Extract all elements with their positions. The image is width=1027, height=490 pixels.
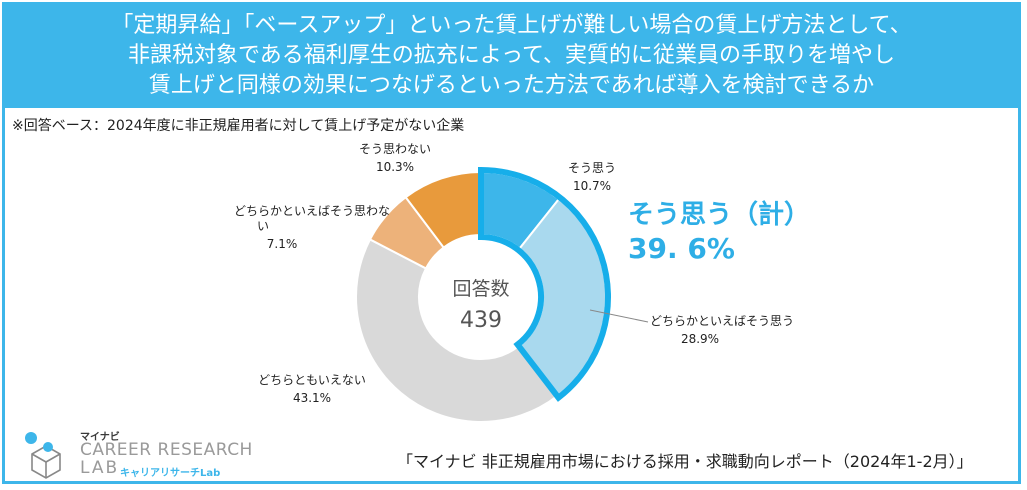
slice-label-4: そう思わない	[359, 142, 431, 156]
summary-value: 39. 6%	[628, 232, 735, 265]
slice-value-0: 10.7%	[573, 179, 611, 193]
career-research-lab-logo: マイナビ CAREER RESEARCH LAB キャリアリサーチLab	[22, 424, 252, 480]
base-note: ※回答ベース：2024年度に非正規雇用者に対して賃上げ予定がない企業	[12, 118, 465, 134]
slice-value-3: 7.1%	[267, 237, 298, 251]
title-line-3: 賃上げと同様の効果につなげるといった方法であれば導入を検討できるか	[148, 73, 875, 98]
title-banner: 「定期昇給」「ベースアップ」といった賃上げが難しい場合の賃上げ方法として、 非課…	[2, 2, 1021, 108]
slice-label-2: どちらともいえない	[258, 373, 366, 387]
slice-leader-1	[589, 309, 649, 323]
source-citation: 「マイナビ 非正規雇用市場における採用・求職動向レポート（2024年1-2月）」	[397, 452, 973, 471]
title-line-1: 「定期昇給」「ベースアップ」といった賃上げが難しい場合の賃上げ方法として、	[111, 13, 912, 38]
slice-label-0: そう思う	[568, 161, 616, 175]
logo-brand-sub: キャリアリサーチLab	[120, 468, 221, 479]
agree-group-outline	[478, 166, 611, 402]
logo-brand-jp: マイナビ	[80, 432, 120, 443]
slice-value-2: 43.1%	[293, 391, 331, 405]
center-label: 回答数	[452, 278, 509, 300]
title-line-2: 非課税対象である福利厚生の拡充によって、実質的に従業員の手取りを増やし	[128, 43, 895, 68]
center-value: 439	[460, 308, 502, 333]
cube-logo-icon	[25, 432, 61, 479]
logo-brand-en-line2: LAB	[80, 458, 120, 478]
slice-label-3: どちらかといえばそう思わな	[234, 204, 390, 218]
slice-label-1: どちらかといえばそう思う	[650, 314, 794, 328]
donut-slice-2	[355, 238, 559, 423]
slice-value-4: 10.3%	[376, 160, 414, 174]
slice-label-3-cont: い	[257, 219, 269, 233]
slice-value-1: 28.9%	[681, 332, 719, 346]
summary-label: そう思う（計）	[628, 199, 810, 230]
logo-brand-en-line1: CAREER RESEARCH	[80, 440, 253, 460]
